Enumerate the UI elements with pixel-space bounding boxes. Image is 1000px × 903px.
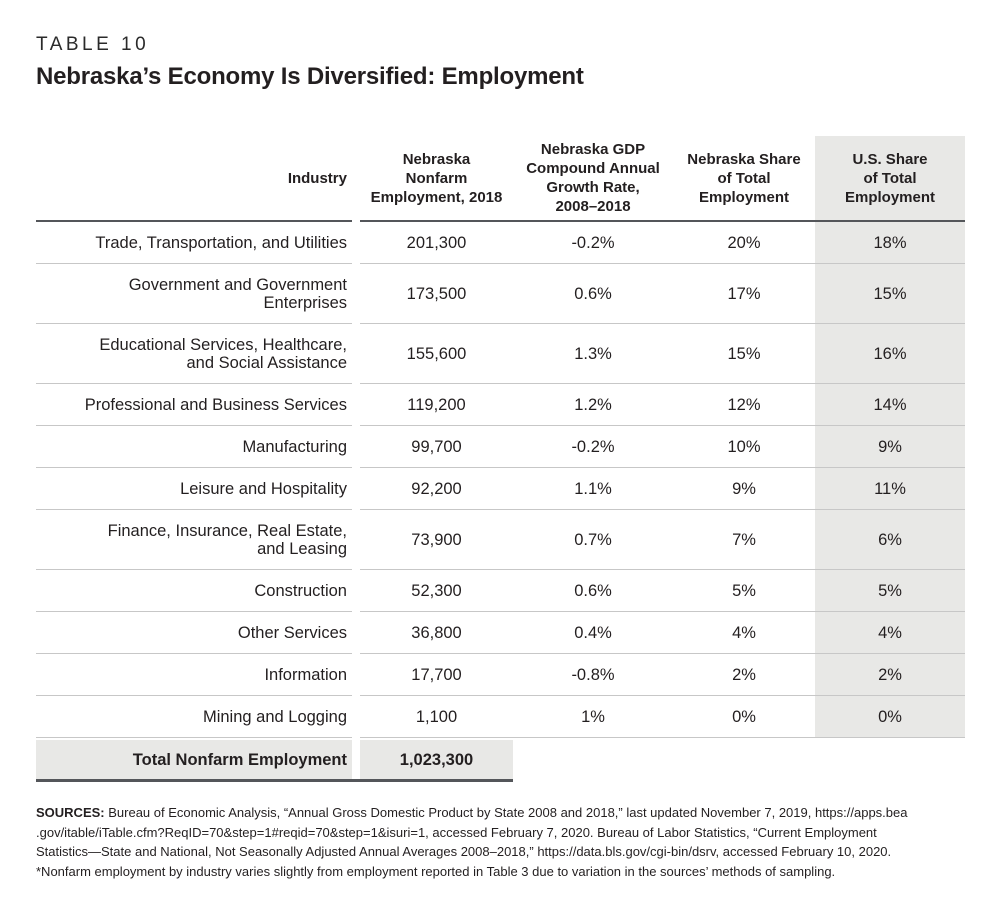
- table-row: Information 17,700 -0.8% 2% 2%: [36, 654, 965, 696]
- table-row: Government and Government Enterprises 17…: [36, 264, 965, 324]
- growth-cell: 0.7%: [513, 510, 673, 570]
- industry-cell: Leisure and Hospitality: [36, 468, 352, 510]
- ne-share-cell: 5%: [673, 570, 815, 612]
- us-share-cell: 18%: [815, 222, 965, 264]
- employment-table: Industry Nebraska Nonfarm Employment, 20…: [36, 136, 965, 782]
- table-row: Other Services 36,800 0.4% 4% 4%: [36, 612, 965, 654]
- industry-cell: Manufacturing: [36, 426, 352, 468]
- employment-cell: 36,800: [360, 612, 513, 654]
- us-share-cell: 16%: [815, 324, 965, 384]
- us-share-cell: 5%: [815, 570, 965, 612]
- table-row: Mining and Logging 1,100 1% 0% 0%: [36, 696, 965, 738]
- us-share-cell: 4%: [815, 612, 965, 654]
- employment-cell: 119,200: [360, 384, 513, 426]
- total-value: 1,023,300: [360, 740, 513, 779]
- sources-footnote: *Nonfarm employment by industry varies s…: [36, 863, 836, 879]
- employment-cell: 73,900: [360, 510, 513, 570]
- us-share-cell: 15%: [815, 264, 965, 324]
- column-gap: [352, 222, 360, 264]
- column-gap: [352, 696, 360, 738]
- column-gap: [352, 740, 360, 779]
- employment-cell: 52,300: [360, 570, 513, 612]
- table-row: Leisure and Hospitality 92,200 1.1% 9% 1…: [36, 468, 965, 510]
- industry-cell: Educational Services, Healthcare, and So…: [36, 324, 352, 384]
- us-share-cell: 11%: [815, 468, 965, 510]
- column-gap: [352, 324, 360, 384]
- ne-share-cell: 7%: [673, 510, 815, 570]
- column-gap: [352, 426, 360, 468]
- us-share-cell: 2%: [815, 654, 965, 696]
- growth-cell: -0.2%: [513, 426, 673, 468]
- header-industry: Industry: [36, 136, 352, 222]
- industry-cell: Construction: [36, 570, 352, 612]
- us-share-cell: 14%: [815, 384, 965, 426]
- table-row: Manufacturing 99,700 -0.2% 10% 9%: [36, 426, 965, 468]
- employment-cell: 17,700: [360, 654, 513, 696]
- industry-cell: Mining and Logging: [36, 696, 352, 738]
- sources-line-1: SOURCES: Bureau of Economic Analysis, “A…: [36, 805, 908, 820]
- growth-cell: -0.8%: [513, 654, 673, 696]
- sources-line-3: Statistics—State and National, Not Seaso…: [36, 844, 892, 859]
- column-gap: [352, 612, 360, 654]
- ne-share-cell: 12%: [673, 384, 815, 426]
- industry-cell: Information: [36, 654, 352, 696]
- employment-cell: 1,100: [360, 696, 513, 738]
- employment-cell: 155,600: [360, 324, 513, 384]
- ne-share-cell: 4%: [673, 612, 815, 654]
- column-gap: [352, 654, 360, 696]
- industry-cell: Professional and Business Services: [36, 384, 352, 426]
- growth-cell: 1.2%: [513, 384, 673, 426]
- employment-cell: 201,300: [360, 222, 513, 264]
- growth-cell: 1.3%: [513, 324, 673, 384]
- us-share-cell: 0%: [815, 696, 965, 738]
- industry-cell: Government and Government Enterprises: [36, 264, 352, 324]
- us-share-cell: 6%: [815, 510, 965, 570]
- table-row: Finance, Insurance, Real Estate, and Lea…: [36, 510, 965, 570]
- table-row: Educational Services, Healthcare, and So…: [36, 324, 965, 384]
- industry-cell: Finance, Insurance, Real Estate, and Lea…: [36, 510, 352, 570]
- table-row: Professional and Business Services 119,2…: [36, 384, 965, 426]
- total-label: Total Nonfarm Employment: [36, 740, 352, 779]
- growth-cell: 1.1%: [513, 468, 673, 510]
- header-nonfarm-employment: Nebraska Nonfarm Employment, 2018: [360, 136, 513, 222]
- ne-share-cell: 17%: [673, 264, 815, 324]
- sources-label: SOURCES:: [36, 805, 105, 820]
- sources-note: SOURCES: Bureau of Economic Analysis, “A…: [36, 803, 994, 881]
- ne-share-cell: 10%: [673, 426, 815, 468]
- ne-share-cell: 20%: [673, 222, 815, 264]
- industry-cell: Other Services: [36, 612, 352, 654]
- industry-cell: Trade, Transportation, and Utilities: [36, 222, 352, 264]
- employment-cell: 173,500: [360, 264, 513, 324]
- growth-cell: 0.6%: [513, 570, 673, 612]
- table-title: Nebraska’s Economy Is Diversified: Emplo…: [36, 63, 584, 90]
- employment-cell: 99,700: [360, 426, 513, 468]
- table-row: Trade, Transportation, and Utilities 201…: [36, 222, 965, 264]
- growth-cell: 1%: [513, 696, 673, 738]
- ne-share-cell: 0%: [673, 696, 815, 738]
- growth-cell: 0.4%: [513, 612, 673, 654]
- header-nebraska-share: Nebraska Share of Total Employment: [673, 136, 815, 222]
- employment-cell: 92,200: [360, 468, 513, 510]
- ne-share-cell: 2%: [673, 654, 815, 696]
- total-row: Total Nonfarm Employment 1,023,300: [36, 740, 513, 782]
- column-gap: [352, 510, 360, 570]
- header-us-share: U.S. Share of Total Employment: [815, 136, 965, 222]
- ne-share-cell: 9%: [673, 468, 815, 510]
- ne-share-cell: 15%: [673, 324, 815, 384]
- table-header-row: Industry Nebraska Nonfarm Employment, 20…: [36, 136, 965, 222]
- growth-cell: 0.6%: [513, 264, 673, 324]
- header-gdp-growth-rate: Nebraska GDP Compound Annual Growth Rate…: [513, 136, 673, 222]
- growth-cell: -0.2%: [513, 222, 673, 264]
- column-gap: [352, 468, 360, 510]
- column-gap: [352, 384, 360, 426]
- table-row: Construction 52,300 0.6% 5% 5%: [36, 570, 965, 612]
- table-number-label: TABLE 10: [36, 34, 150, 55]
- column-gap: [352, 136, 360, 222]
- us-share-cell: 9%: [815, 426, 965, 468]
- sources-line-2: .gov/itable/iTable.cfm?ReqID=70&step=1#r…: [36, 824, 877, 840]
- column-gap: [352, 264, 360, 324]
- column-gap: [352, 570, 360, 612]
